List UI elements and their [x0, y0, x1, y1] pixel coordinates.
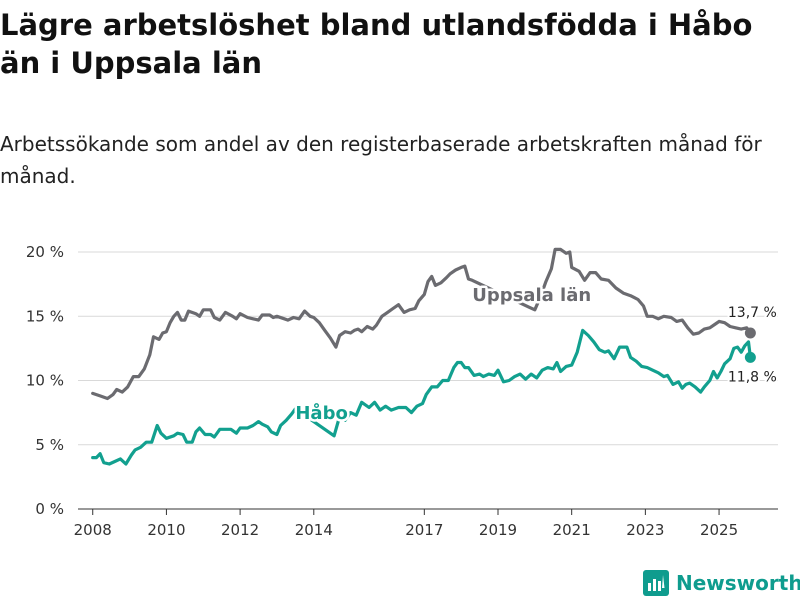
- newsworthy-logo: Newsworthy: [643, 569, 800, 597]
- series-end-marker-uppsala: [744, 327, 756, 339]
- y-tick-label: 15 %: [26, 307, 64, 325]
- x-tick-label: 2010: [147, 521, 185, 539]
- series-label-uppsala: Uppsala län: [472, 285, 591, 306]
- y-tick-label: 5 %: [35, 436, 64, 454]
- x-tick-label: 2021: [553, 521, 591, 539]
- series: [91, 247, 756, 466]
- newsworthy-logo-icon: [643, 570, 669, 596]
- x-tick-label: 2014: [295, 521, 333, 539]
- x-tick-label: 2012: [221, 521, 259, 539]
- y-tick-label: 20 %: [26, 243, 64, 261]
- series-line-uppsala: [91, 247, 752, 401]
- x-axis: 2008 2010 2012 2014 2017 2019 2021 2023 2025: [74, 508, 778, 539]
- series-label-habo: Håbo: [295, 402, 347, 424]
- y-tick-label: 0 %: [35, 500, 64, 518]
- y-axis: 0 % 5 % 10 % 15 % 20 %: [26, 243, 64, 518]
- y-tick-label: 10 %: [26, 372, 64, 390]
- x-tick-label: 2025: [700, 521, 738, 539]
- labels: Uppsala län Håbo 13,7 % 11,8 %: [293, 282, 779, 426]
- x-tick-label: 2017: [405, 521, 443, 539]
- x-tick-label: 2019: [479, 521, 517, 539]
- x-tick-label: 2008: [74, 521, 112, 539]
- brand-name: Newsworthy: [676, 571, 800, 595]
- series-end-marker-habo: [744, 351, 756, 363]
- chart-title: Lägre arbetslöshet bland utlandsfödda i …: [0, 8, 753, 80]
- x-tick-label: 2023: [626, 521, 664, 539]
- series-line-habo: [91, 328, 752, 466]
- series-end-label-habo: 11,8 %: [728, 369, 777, 385]
- chart-subtitle: Arbetssökande som andel av den registerb…: [0, 132, 762, 188]
- series-end-label-uppsala: 13,7 %: [728, 305, 777, 321]
